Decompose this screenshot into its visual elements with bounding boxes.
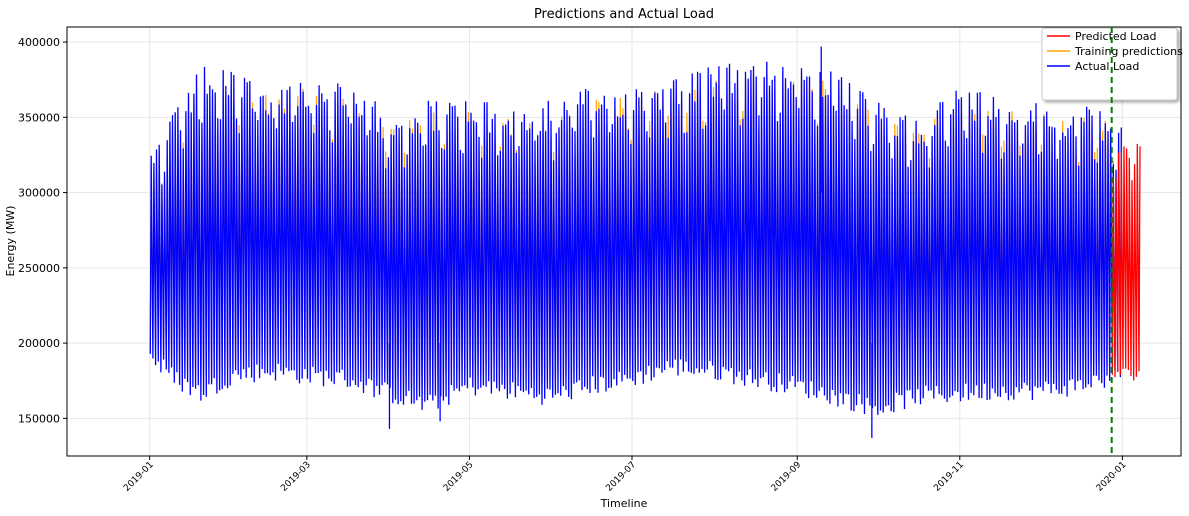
x-tick-label: 2019-01 <box>122 460 156 494</box>
x-tick-label: 2019-03 <box>279 460 313 494</box>
legend-label: Actual Load <box>1075 60 1139 73</box>
y-tick-label: 200000 <box>18 337 60 350</box>
chart-title: Predictions and Actual Load <box>534 7 714 22</box>
series-actual-load <box>149 61 1122 415</box>
legend-label: Training predictions <box>1074 45 1183 58</box>
y-tick-label: 150000 <box>18 412 60 425</box>
series-predicted-load <box>1111 143 1141 381</box>
legend-label: Predicted Load <box>1075 30 1157 43</box>
x-axis: 2019-01 2019-03 2019-05 2019-07 2019-09 2019-… <box>122 456 1128 494</box>
x-tick-label: 2019-09 <box>770 460 804 494</box>
y-tick-label: 350000 <box>18 111 60 124</box>
x-tick-label: 2019-07 <box>604 460 638 494</box>
x-axis-title: Timeline <box>600 497 648 510</box>
y-tick-label: 400000 <box>18 36 60 49</box>
legend-box <box>1041 27 1178 101</box>
y-tick-label: 300000 <box>18 187 60 200</box>
x-tick-label: 2019-05 <box>442 460 476 494</box>
x-tick-label: 2019-11 <box>932 460 966 494</box>
x-tick-label: 2020-01 <box>1095 460 1129 494</box>
y-axis-title: Energy (MW) <box>4 206 17 277</box>
plot-frame <box>66 26 1182 457</box>
legend: Predicted Load Training predictions Actual… <box>1041 27 1183 101</box>
y-axis: 150000 200000 250000 300000 350000 400000 <box>18 36 67 425</box>
y-tick-label: 250000 <box>18 262 60 275</box>
plot-area <box>149 46 1141 438</box>
